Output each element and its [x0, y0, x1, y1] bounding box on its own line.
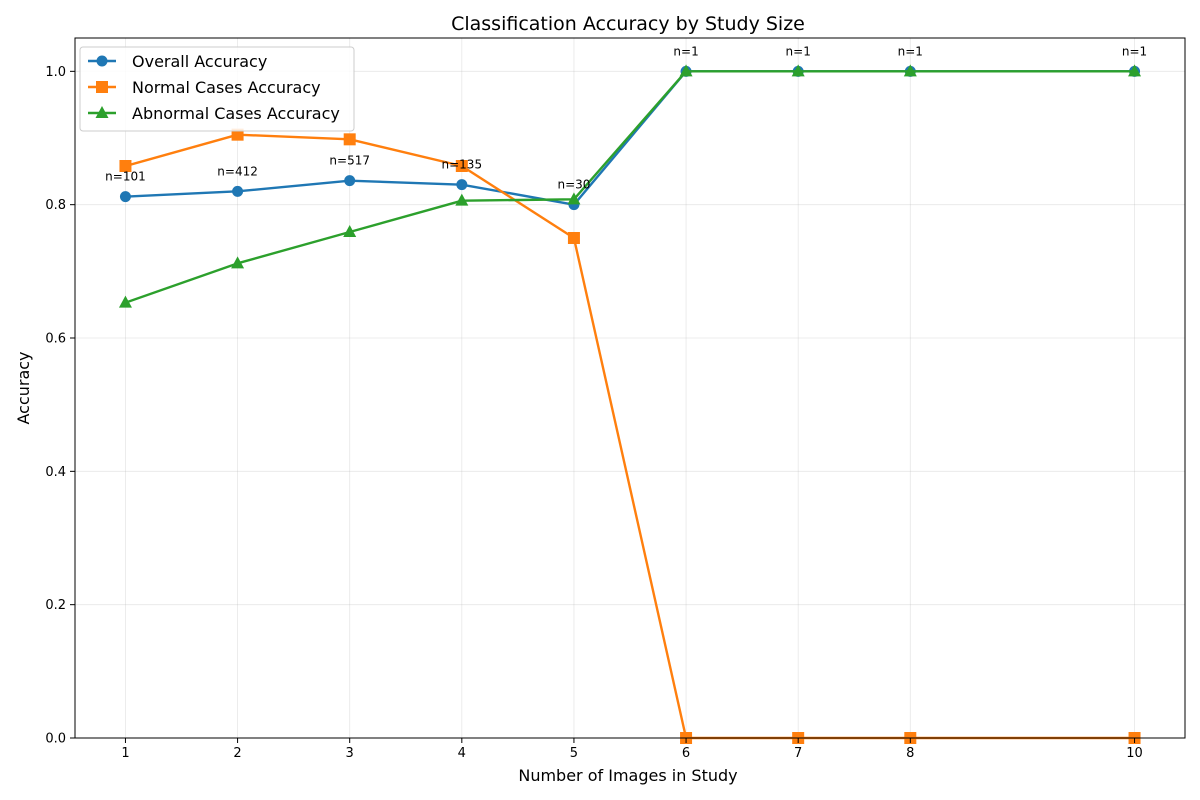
- y-axis-title: Accuracy: [14, 351, 33, 424]
- sample-size-label: n=135: [442, 158, 483, 172]
- sample-size-label: n=1: [898, 44, 923, 58]
- data-point-overall-accuracy: [344, 175, 356, 187]
- data-point-abnormal-cases-accuracy: [343, 225, 357, 237]
- data-point-normal-cases-accuracy: [343, 133, 356, 146]
- data-point-abnormal-cases-accuracy: [455, 193, 469, 206]
- y-tick-label: 1.0: [45, 65, 66, 80]
- x-tick-label: 7: [794, 746, 802, 761]
- data-point-abnormal-cases-accuracy: [231, 256, 245, 269]
- x-tick-label: 3: [346, 746, 354, 761]
- data-point-abnormal-cases-accuracy: [791, 64, 805, 77]
- legend-label-normal-cases-accuracy: Normal Cases Accuracy: [132, 78, 321, 97]
- legend-label-abnormal-cases-accuracy: Abnormal Cases Accuracy: [132, 104, 340, 123]
- chart-title: Classification Accuracy by Study Size: [451, 13, 805, 35]
- x-tick-label: 5: [570, 746, 578, 761]
- data-point-overall-accuracy: [232, 185, 244, 197]
- x-tick-label: 8: [906, 746, 914, 761]
- data-point-normal-cases-accuracy: [455, 160, 468, 172]
- sample-size-label: n=1: [673, 44, 698, 58]
- x-tick-label: 2: [233, 746, 241, 761]
- y-tick-label: 0.4: [45, 465, 66, 480]
- x-tick-label: 1: [121, 746, 129, 761]
- legend: Overall Accuracy Normal Cases Accuracy Abn…: [79, 46, 355, 132]
- plot-frame: [74, 37, 1186, 739]
- legend-marker-normal-cases-accuracy: [96, 81, 108, 93]
- x-tick-label: 10: [1126, 746, 1143, 761]
- y-tick-label: 0.2: [45, 598, 66, 613]
- sample-size-label: n=517: [329, 154, 370, 168]
- legend-label-overall-accuracy: Overall Accuracy: [132, 52, 267, 71]
- axis-ticks: 1 2 3 4 5 6 7 8 10 0.0 0.2 0.4 0.6 0.8 1.0: [45, 65, 1143, 761]
- data-point-overall-accuracy: [119, 191, 131, 203]
- sample-size-label: n=101: [105, 170, 146, 184]
- data-point-abnormal-cases-accuracy: [679, 64, 693, 77]
- x-tick-label: 6: [682, 746, 690, 761]
- data-point-normal-cases-accuracy: [119, 160, 132, 172]
- data-point-normal-cases-accuracy: [231, 128, 244, 141]
- x-axis-title: Number of Images in Study: [518, 766, 737, 785]
- legend-marker-overall-accuracy: [96, 55, 108, 67]
- data-point-abnormal-cases-accuracy: [118, 295, 132, 308]
- y-tick-label: 0.8: [45, 198, 66, 213]
- series-abnormal-cases-accuracy: [118, 64, 1142, 308]
- legend-box: [79, 46, 355, 132]
- sample-size-annotations: n=101 n=412 n=517 n=135 n=30 n=1 n=1 n=1 n=1: [105, 44, 1147, 191]
- sample-size-label: n=30: [557, 178, 590, 192]
- legend-marker-abnormal-cases-accuracy: [95, 106, 109, 118]
- data-point-normal-cases-accuracy: [567, 232, 580, 244]
- data-point-abnormal-cases-accuracy: [903, 64, 917, 77]
- y-tick-label: 0.6: [45, 332, 66, 347]
- data-point-overall-accuracy: [456, 179, 468, 191]
- x-tick-label: 4: [458, 746, 466, 761]
- sample-size-label: n=412: [217, 164, 258, 178]
- sample-size-label: n=1: [1122, 44, 1147, 58]
- data-point-abnormal-cases-accuracy: [567, 192, 581, 205]
- sample-size-label: n=1: [786, 44, 811, 58]
- data-point-abnormal-cases-accuracy: [1128, 64, 1142, 77]
- y-tick-label: 0.0: [45, 732, 66, 747]
